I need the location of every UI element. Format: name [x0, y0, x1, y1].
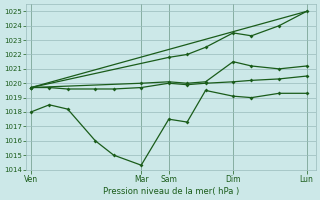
X-axis label: Pression niveau de la mer( hPa ): Pression niveau de la mer( hPa ) [103, 187, 239, 196]
